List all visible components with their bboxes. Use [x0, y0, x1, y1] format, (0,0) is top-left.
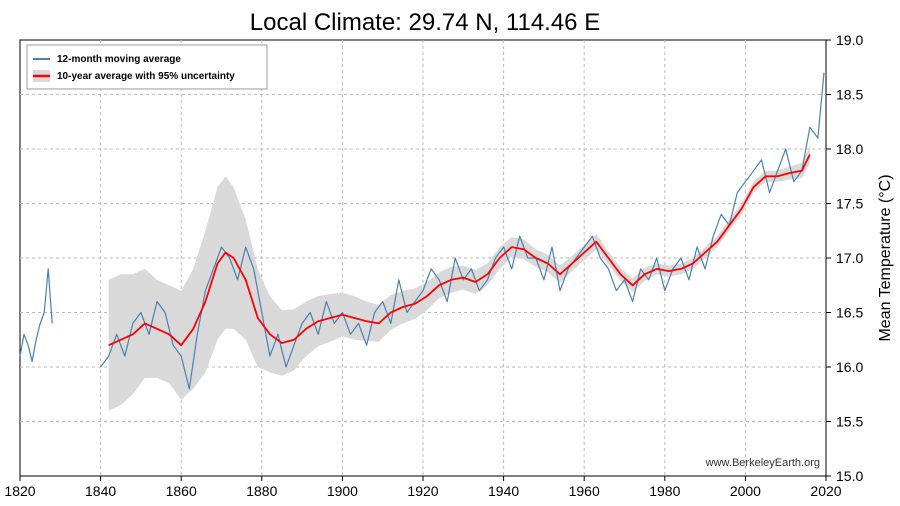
chart-title: Local Climate: 29.74 N, 114.46 E	[250, 9, 600, 36]
x-tick-label: 1920	[407, 483, 438, 499]
x-tick-label: 1840	[85, 483, 116, 499]
y-tick-label: 17.0	[836, 250, 863, 266]
x-tick-label: 1860	[166, 483, 197, 499]
legend-label-decadal: 10-year average with 95% uncertainty	[57, 71, 235, 82]
x-tick-label: 1960	[569, 483, 600, 499]
x-tick-label: 2020	[810, 483, 841, 499]
legend-box	[26, 44, 268, 90]
y-tick-label: 17.5	[836, 196, 863, 212]
moving-average-line	[100, 72, 825, 390]
watermark: www.BerkeleyEarth.org	[705, 457, 820, 469]
decadal-average-series	[108, 154, 811, 347]
y-axis: 15.0 15.5 16.0 16.5 17.0 17.5 18.0 18.5 19.0	[826, 32, 863, 484]
x-tick-label: 1820	[4, 483, 35, 499]
x-tick-label: 1880	[246, 483, 277, 499]
x-tick-label: 1900	[327, 483, 358, 499]
y-tick-label: 16.0	[836, 359, 863, 375]
x-axis: 1820 1840 1860 1880 1900 1920 1940 1960 1980 2000…	[4, 476, 842, 499]
y-tick-label: 15.0	[836, 468, 863, 484]
x-tick-label: 1940	[488, 483, 519, 499]
legend-label-moving: 12-month moving average	[57, 54, 181, 65]
y-axis-label: Mean Temperature (°C)	[877, 174, 894, 341]
x-tick-label: 2000	[730, 483, 761, 499]
legend: 12-month moving average 10-year average …	[26, 44, 268, 90]
y-tick-label: 16.5	[836, 305, 863, 321]
moving-average-series	[19, 72, 825, 390]
moving-average-line	[19, 268, 53, 363]
y-tick-label: 18.0	[836, 141, 863, 157]
x-tick-label: 1980	[649, 483, 680, 499]
y-tick-label: 19.0	[836, 32, 863, 48]
decadal-average-line	[108, 154, 811, 347]
y-tick-label: 18.5	[836, 87, 863, 103]
y-tick-label: 15.5	[836, 414, 863, 430]
